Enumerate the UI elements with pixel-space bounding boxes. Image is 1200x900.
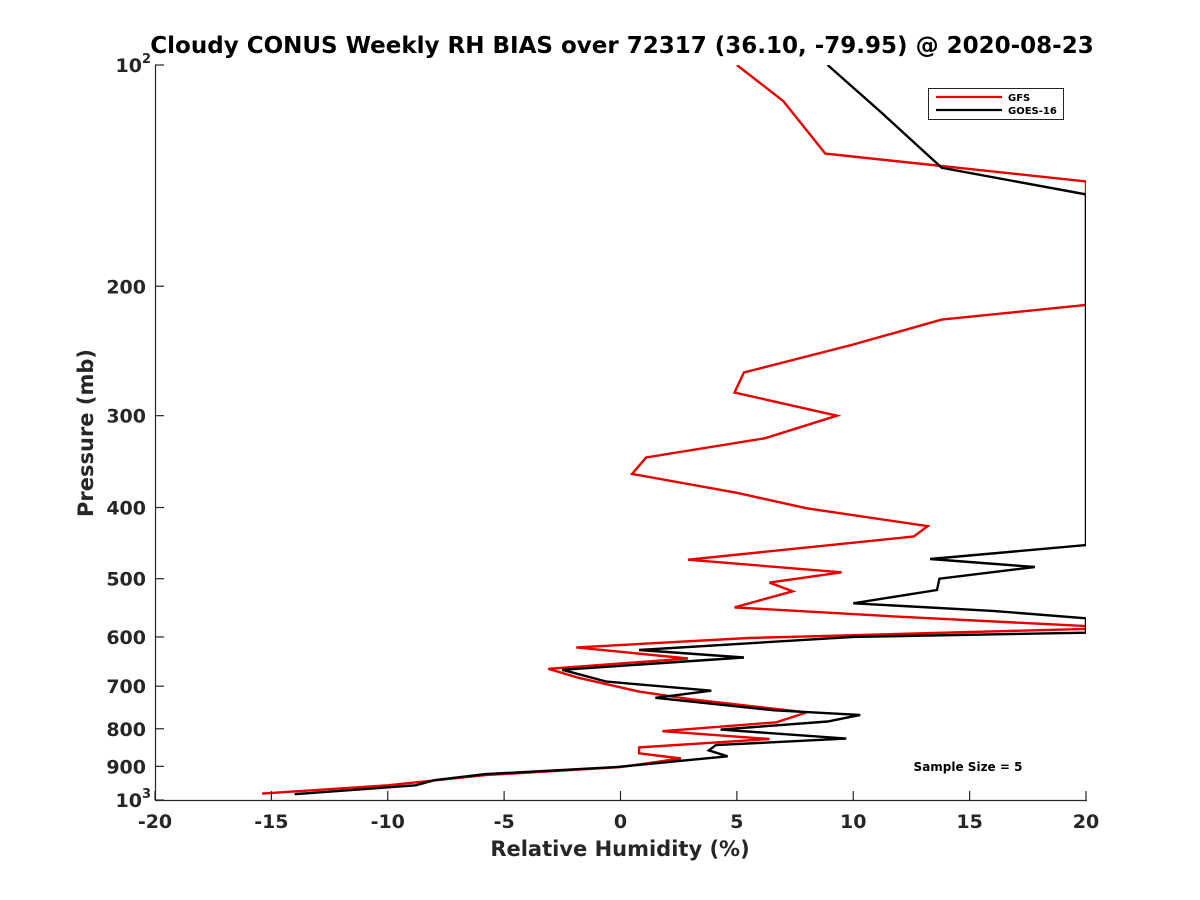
legend-box [928, 88, 1064, 120]
y-axis-label: Pressure (mb) [74, 349, 98, 517]
x-tick-label: -10 [371, 811, 405, 833]
y-tick-label: 500 [106, 569, 146, 591]
plot-axes [154, 65, 1087, 802]
y-tick-label: 200 [106, 276, 146, 298]
y-tick-label: 400 [106, 498, 146, 520]
legend-label-goes16: GOES-16 [1008, 106, 1057, 117]
legend: GFS GOES-16 [928, 88, 1064, 120]
legend-label-gfs: GFS [1008, 93, 1030, 104]
x-axis-label: Relative Humidity (%) [490, 837, 749, 861]
y-tick-label: 600 [106, 627, 146, 649]
chart-title: Cloudy CONUS Weekly RH BIAS over 72317 (… [150, 33, 1093, 59]
y-tick-label: 700 [106, 676, 146, 698]
y-tick-label: 10 [116, 790, 142, 812]
y-tick-exponent: 2 [142, 52, 151, 67]
y-tick-label: 10 [116, 55, 142, 77]
series-lines [262, 65, 1086, 796]
x-tick-label: -5 [494, 811, 515, 833]
x-tick-label: 0 [614, 811, 627, 833]
x-tick-label: 20 [1073, 811, 1099, 833]
x-tick-label: -20 [138, 811, 172, 833]
y-tick-label: 800 [106, 719, 146, 741]
y-tick-label: 300 [106, 406, 146, 428]
y-tick-label: 900 [106, 756, 146, 778]
x-ticks: -20 -15 -10 -5 0 5 10 15 20 [138, 791, 1099, 833]
series-line-gfs [262, 65, 1086, 795]
sample-size-annotation: Sample Size = 5 [914, 760, 1023, 774]
x-tick-label: 10 [840, 811, 866, 833]
series-line-goes-16 [294, 65, 1086, 796]
x-tick-label: -15 [254, 811, 288, 833]
x-tick-label: 15 [956, 811, 982, 833]
y-tick-exponent: 3 [142, 787, 151, 802]
x-tick-label: 5 [730, 811, 743, 833]
